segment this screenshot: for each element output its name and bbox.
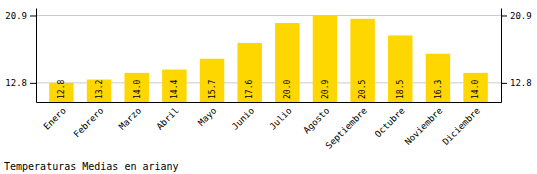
tick-label: 12.8 <box>5 78 27 88</box>
bars <box>49 15 488 102</box>
tick: Marzo <box>117 105 143 131</box>
bar <box>87 80 111 102</box>
plot: 12.8 20.9 12.8 20.9 EneroFebrero Marzo Abril Ma… <box>5 9 531 151</box>
bar <box>124 73 148 102</box>
tick: Abril <box>155 105 181 131</box>
tick: 12.8 <box>501 78 532 88</box>
bar <box>200 59 224 102</box>
bar <box>388 35 412 102</box>
axis-line <box>501 9 502 103</box>
bar <box>313 15 337 102</box>
tick-mark <box>30 83 36 84</box>
tick-label: Agosto <box>301 105 331 135</box>
bar <box>350 19 374 102</box>
data-label: 20.9 <box>321 80 330 99</box>
tick: Febrero <box>72 105 106 139</box>
tick-label: 20.9 <box>5 11 27 21</box>
tick-label: Noviembre <box>403 105 445 147</box>
data-label: 18.5 <box>396 80 405 99</box>
grid-line <box>36 15 501 16</box>
tick: Diciembre <box>440 105 482 147</box>
tick: Octubre <box>373 105 407 139</box>
tick: Junio <box>230 105 256 131</box>
tick-label: Octubre <box>373 105 407 139</box>
data-label: 20.5 <box>358 80 367 99</box>
y-axis: 12.8 20.9 <box>501 9 532 103</box>
tick: 20.9 <box>5 11 36 21</box>
data-label: 16.3 <box>434 80 443 99</box>
tick-mark <box>501 83 507 84</box>
tick: Enero <box>42 105 68 131</box>
tick-label: 20.9 <box>510 11 532 21</box>
x-axis: EneroFebrero Marzo Abril Mayo Junio Julio Agos… <box>37 103 502 151</box>
data-label: 20.0 <box>283 80 292 99</box>
tick-label: Diciembre <box>440 105 482 147</box>
title: Temperaturas Medias en ariany <box>4 161 179 172</box>
tick-label: Junio <box>230 105 256 131</box>
bar <box>463 73 487 102</box>
tick: Mayo <box>196 105 218 127</box>
tick-label: Septiembre <box>324 105 369 150</box>
tick-label: Mayo <box>196 105 218 127</box>
tick: Noviembre <box>403 105 445 147</box>
tick: Julio <box>268 105 294 131</box>
tick-mark <box>30 15 36 16</box>
tick-label: Marzo <box>117 105 143 131</box>
tick: Agosto <box>301 105 331 135</box>
tick-mark <box>501 15 507 16</box>
data-label: 15.7 <box>208 80 217 99</box>
bar <box>162 70 186 102</box>
data-label: 17.6 <box>245 80 254 99</box>
data-label: 14.0 <box>471 80 480 99</box>
bar <box>426 54 450 102</box>
y-axis: 12.8 20.9 <box>5 9 36 103</box>
tick: Septiembre <box>324 105 369 150</box>
data-label: 14.0 <box>133 80 142 99</box>
tick-label: 12.8 <box>510 78 532 88</box>
tick-label: Febrero <box>72 105 106 139</box>
axis-line <box>36 9 37 103</box>
data-label: 13.2 <box>95 80 104 99</box>
tick-label: Julio <box>268 105 294 131</box>
bar <box>237 43 261 102</box>
tick: 20.9 <box>501 11 532 21</box>
tick-label: Abril <box>155 105 181 131</box>
chart: 12.8 20.9 12.8 20.9 EneroFebrero Marzo Abril Ma… <box>0 0 537 174</box>
tick-label: Enero <box>42 105 68 131</box>
axis-line <box>37 102 502 103</box>
data-labels: 12.8 13.2 14.0 14.4 15.7 17.6 20.0 20.9 20.5 18.5… <box>57 80 480 99</box>
bar <box>275 23 299 102</box>
data-label: 12.8 <box>57 80 66 99</box>
tick: 12.8 <box>5 78 36 88</box>
data-label: 14.4 <box>170 80 179 99</box>
